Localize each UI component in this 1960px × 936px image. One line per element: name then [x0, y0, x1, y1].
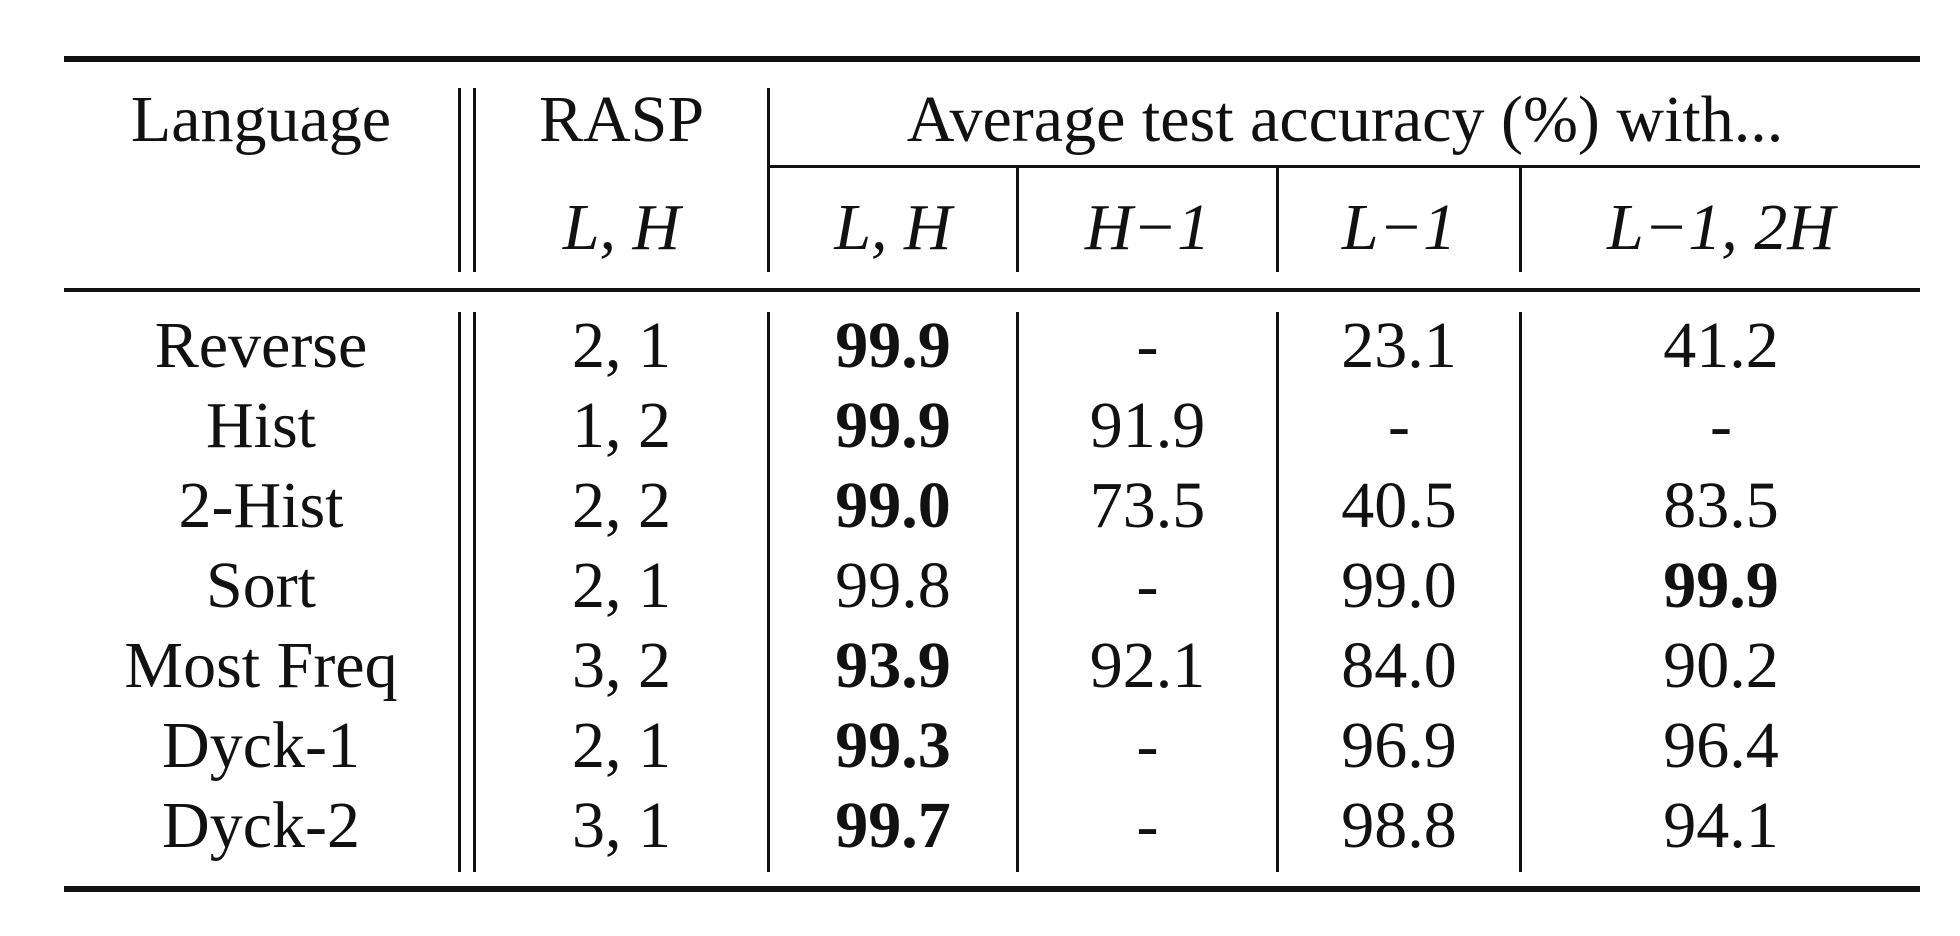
- cell-rasp: 2, 1: [572, 709, 671, 782]
- group-underline: [770, 165, 1920, 168]
- header-sub-h-minus-1: H−1: [1084, 191, 1211, 264]
- cell-accuracy: 83.5: [1663, 469, 1779, 542]
- cell-accuracy: -: [1136, 709, 1159, 782]
- bottom-rule: [64, 886, 1920, 892]
- header-avg-group: Average test accuracy (%) with...: [906, 83, 1784, 156]
- cell-accuracy: 99.9: [1663, 549, 1779, 622]
- cell-language: 2-Hist: [178, 469, 344, 542]
- cell-accuracy: 99.3: [835, 709, 951, 782]
- double-rule-left-body: [458, 312, 461, 872]
- header-sub-l-minus-1-2h: L−1, 2H: [1607, 191, 1835, 264]
- header-rasp: RASP: [538, 83, 705, 156]
- cell-accuracy: 96.4: [1663, 709, 1779, 782]
- cell-accuracy: 99.9: [835, 389, 951, 462]
- cell-accuracy: 99.0: [1341, 549, 1457, 622]
- double-rule-right-body: [473, 312, 476, 872]
- cell-accuracy: 92.1: [1089, 629, 1206, 702]
- header-sub-lh: L, H: [834, 191, 952, 264]
- cell-accuracy: 73.5: [1089, 469, 1206, 542]
- col-divider-3-header: [1519, 168, 1522, 272]
- cell-accuracy: 99.0: [835, 469, 951, 542]
- col-divider-2-body: [1276, 312, 1279, 872]
- cell-rasp: 2, 1: [572, 549, 671, 622]
- header-rule: [64, 288, 1920, 292]
- cell-accuracy: 41.2: [1663, 309, 1779, 382]
- top-rule: [64, 56, 1920, 62]
- header-language: Language: [130, 83, 392, 156]
- col-divider-1-body: [1016, 312, 1019, 872]
- cell-language: Dyck-1: [162, 709, 360, 782]
- cell-accuracy: 94.1: [1663, 789, 1779, 862]
- rasp-divider-header: [767, 88, 770, 272]
- rasp-divider-body: [767, 312, 770, 872]
- cell-language: Most Freq: [124, 629, 398, 702]
- col-divider-2-header: [1276, 168, 1279, 272]
- cell-accuracy: -: [1388, 389, 1410, 462]
- cell-accuracy: 98.8: [1341, 789, 1457, 862]
- cell-rasp: 2, 2: [572, 469, 671, 542]
- double-rule-left-header: [458, 88, 461, 272]
- header-rasp-sub: L, H: [562, 191, 681, 264]
- cell-language: Sort: [205, 549, 317, 622]
- cell-language: Dyck-2: [162, 789, 360, 862]
- cell-accuracy: 99.8: [835, 549, 951, 622]
- col-divider-1-header: [1016, 168, 1019, 272]
- cell-rasp: 2, 1: [572, 309, 671, 382]
- cell-accuracy: -: [1136, 309, 1159, 382]
- cell-accuracy: 99.9: [835, 309, 951, 382]
- cell-accuracy: -: [1136, 789, 1159, 862]
- col-divider-3-body: [1519, 312, 1522, 872]
- header-sub-l-minus-1: L−1: [1341, 191, 1457, 264]
- cell-rasp: 1, 2: [572, 389, 671, 462]
- cell-accuracy: 96.9: [1341, 709, 1457, 782]
- cell-accuracy: 93.9: [835, 629, 951, 702]
- cell-rasp: 3, 2: [572, 629, 671, 702]
- cell-accuracy: 40.5: [1341, 469, 1457, 542]
- cell-language: Reverse: [154, 309, 368, 382]
- cell-accuracy: -: [1136, 549, 1159, 622]
- cell-accuracy: 23.1: [1341, 309, 1457, 382]
- cell-accuracy: 99.7: [835, 789, 951, 862]
- cell-rasp: 3, 1: [572, 789, 671, 862]
- cell-language: Hist: [205, 389, 317, 462]
- double-rule-right-header: [473, 88, 476, 272]
- cell-accuracy: 91.9: [1089, 389, 1206, 462]
- cell-accuracy: 90.2: [1663, 629, 1779, 702]
- cell-accuracy: 84.0: [1341, 629, 1457, 702]
- cell-accuracy: -: [1710, 389, 1732, 462]
